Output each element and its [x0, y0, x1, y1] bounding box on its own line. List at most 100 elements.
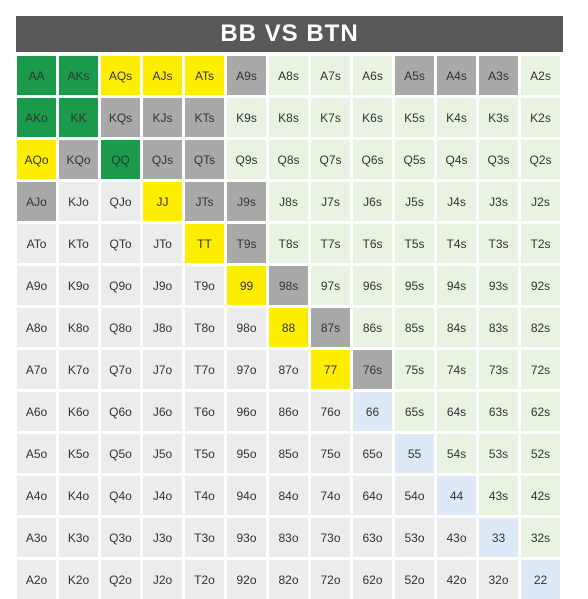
- hand-cell: 54o: [395, 476, 434, 515]
- hand-cell: T7o: [185, 350, 224, 389]
- hand-cell: 54s: [437, 434, 476, 473]
- hand-cell: J3s: [479, 182, 518, 221]
- hand-cell: JTo: [143, 224, 182, 263]
- hand-cell: K3o: [59, 518, 98, 557]
- hand-cell: T5o: [185, 434, 224, 473]
- hand-cell: K7o: [59, 350, 98, 389]
- hand-cell: 33: [479, 518, 518, 557]
- hand-cell: A5o: [17, 434, 56, 473]
- hand-cell: K3s: [479, 98, 518, 137]
- range-chart: BB VS BTN AA AKs AQs AJs ATs A9s A8s A7s A6s A5s A…: [16, 16, 563, 599]
- hand-cell: 99: [227, 266, 266, 305]
- hand-cell: KTs: [185, 98, 224, 137]
- hand-cell: 76s: [353, 350, 392, 389]
- hand-cell: J6o: [143, 392, 182, 431]
- hand-cell: ATo: [17, 224, 56, 263]
- hand-cell: Q3s: [479, 140, 518, 179]
- hand-cell: 98o: [227, 308, 266, 347]
- hand-cell: 62o: [353, 560, 392, 599]
- hand-cell: 52o: [395, 560, 434, 599]
- hand-cell: T7s: [311, 224, 350, 263]
- hand-cell: KTo: [59, 224, 98, 263]
- hand-cell: T5s: [395, 224, 434, 263]
- hand-cell: K4o: [59, 476, 98, 515]
- hand-cell: 87o: [269, 350, 308, 389]
- hand-cell: K6s: [353, 98, 392, 137]
- hand-cell: JJ: [143, 182, 182, 221]
- hand-cell: 65s: [395, 392, 434, 431]
- hand-cell: 43o: [437, 518, 476, 557]
- hand-cell: 32s: [521, 518, 560, 557]
- hand-cell: K5o: [59, 434, 98, 473]
- hand-cell: K8s: [269, 98, 308, 137]
- hand-cell: 95s: [395, 266, 434, 305]
- hand-cell: A2o: [17, 560, 56, 599]
- hand-cell: 95o: [227, 434, 266, 473]
- hand-grid: AA AKs AQs AJs ATs A9s A8s A7s A6s A5s A4s A3s A2s AK…: [16, 56, 563, 599]
- hand-cell: K7s: [311, 98, 350, 137]
- hand-cell: A3o: [17, 518, 56, 557]
- hand-cell: 77: [311, 350, 350, 389]
- hand-cell: 76o: [311, 392, 350, 431]
- hand-cell: K4s: [437, 98, 476, 137]
- hand-cell: A8o: [17, 308, 56, 347]
- hand-cell: K2o: [59, 560, 98, 599]
- hand-cell: A7o: [17, 350, 56, 389]
- hand-cell: Q8o: [101, 308, 140, 347]
- hand-cell: KJo: [59, 182, 98, 221]
- hand-cell: 55: [395, 434, 434, 473]
- hand-cell: T2s: [521, 224, 560, 263]
- hand-cell: J3o: [143, 518, 182, 557]
- hand-cell: 98s: [269, 266, 308, 305]
- hand-cell: 53s: [479, 434, 518, 473]
- hand-cell: T4o: [185, 476, 224, 515]
- hand-cell: Q9s: [227, 140, 266, 179]
- hand-cell: 86o: [269, 392, 308, 431]
- hand-cell: QTs: [185, 140, 224, 179]
- hand-cell: Q2s: [521, 140, 560, 179]
- hand-cell: 84s: [437, 308, 476, 347]
- hand-cell: J6s: [353, 182, 392, 221]
- hand-cell: A2s: [521, 56, 560, 95]
- hand-cell: A9o: [17, 266, 56, 305]
- hand-cell: 74s: [437, 350, 476, 389]
- hand-cell: J4s: [437, 182, 476, 221]
- hand-cell: A6o: [17, 392, 56, 431]
- hand-cell: J5s: [395, 182, 434, 221]
- hand-cell: J8s: [269, 182, 308, 221]
- hand-cell: 96o: [227, 392, 266, 431]
- hand-cell: KQo: [59, 140, 98, 179]
- hand-cell: AJo: [17, 182, 56, 221]
- hand-cell: QJs: [143, 140, 182, 179]
- hand-cell: K9o: [59, 266, 98, 305]
- hand-cell: A4o: [17, 476, 56, 515]
- hand-cell: QJo: [101, 182, 140, 221]
- hand-cell: Q5o: [101, 434, 140, 473]
- hand-cell: A9s: [227, 56, 266, 95]
- hand-cell: A5s: [395, 56, 434, 95]
- hand-cell: 83o: [269, 518, 308, 557]
- hand-cell: Q2o: [101, 560, 140, 599]
- hand-cell: 93s: [479, 266, 518, 305]
- hand-cell: AJs: [143, 56, 182, 95]
- hand-cell: 83s: [479, 308, 518, 347]
- hand-cell: T8o: [185, 308, 224, 347]
- hand-cell: 87s: [311, 308, 350, 347]
- hand-cell: 82s: [521, 308, 560, 347]
- hand-cell: 88: [269, 308, 308, 347]
- hand-cell: 75o: [311, 434, 350, 473]
- hand-cell: J4o: [143, 476, 182, 515]
- hand-cell: A8s: [269, 56, 308, 95]
- hand-cell: T9s: [227, 224, 266, 263]
- hand-cell: 52s: [521, 434, 560, 473]
- hand-cell: 43s: [479, 476, 518, 515]
- hand-cell: T6s: [353, 224, 392, 263]
- hand-cell: 74o: [311, 476, 350, 515]
- hand-cell: 64s: [437, 392, 476, 431]
- hand-cell: K8o: [59, 308, 98, 347]
- hand-cell: Q4s: [437, 140, 476, 179]
- hand-cell: 94s: [437, 266, 476, 305]
- hand-cell: T6o: [185, 392, 224, 431]
- hand-cell: Q3o: [101, 518, 140, 557]
- hand-cell: 84o: [269, 476, 308, 515]
